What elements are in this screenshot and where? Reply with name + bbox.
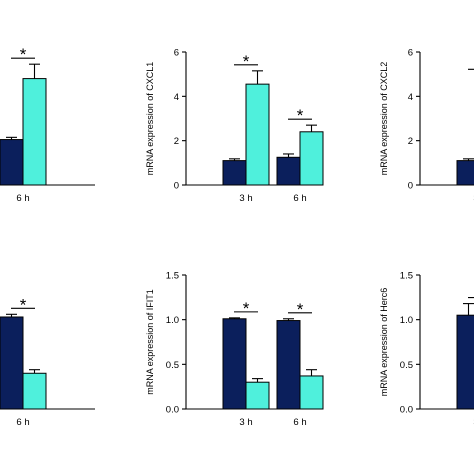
panel-ifit1: 0.0 0.5 1.0 1.5 mRNA expression of IFIT1 3 h *… xyxy=(145,271,324,428)
significance-star: * xyxy=(243,299,250,318)
y-tick-label: 1.5 xyxy=(400,271,413,282)
y-axis-label: mRNA expression of IFIT1 xyxy=(145,289,155,395)
panel-left-top: 6 h * xyxy=(0,45,95,204)
y-tick-label: 0.5 xyxy=(166,360,179,371)
x-category-label: 6 h xyxy=(293,193,306,204)
charts-group: 6 h * 0 2 4 6 mRNA expression of CXCL1 3 h * 6 h *… xyxy=(0,45,474,428)
y-tick-label: 0 xyxy=(408,181,413,192)
bar-control xyxy=(456,160,474,186)
bar-control xyxy=(0,316,24,410)
x-category-label: 3 h xyxy=(239,193,252,204)
y-tick-label: 4 xyxy=(174,92,179,103)
bar-control xyxy=(276,320,301,410)
bar-treated xyxy=(245,381,270,410)
y-axis-label: mRNA expression of CXCL1 xyxy=(145,62,155,176)
y-tick-label: 2 xyxy=(174,136,179,147)
bar-control xyxy=(456,314,474,410)
bar-treated xyxy=(22,372,47,410)
x-category-label: 3 h xyxy=(239,417,252,428)
x-category-label: 6 h xyxy=(293,417,306,428)
y-tick-label: 1.0 xyxy=(166,315,179,326)
y-tick-label: 0.0 xyxy=(400,405,413,416)
significance-star: * xyxy=(20,45,27,64)
bar-control xyxy=(222,318,247,410)
y-tick-label: 1.5 xyxy=(166,271,179,282)
bar-control xyxy=(222,160,247,186)
y-tick-label: 6 xyxy=(174,48,179,59)
significance-star: * xyxy=(297,106,304,125)
bar-treated xyxy=(299,131,324,186)
x-category-label: 6 h xyxy=(16,417,29,428)
panel-cxcl1: 0 2 4 6 mRNA expression of CXCL1 3 h * 6 h * xyxy=(145,48,324,204)
x-category-label: 6 h xyxy=(16,193,29,204)
y-tick-label: 0.0 xyxy=(166,405,179,416)
bar-treated xyxy=(299,375,324,410)
y-tick-label: 1.0 xyxy=(400,315,413,326)
bar-treated xyxy=(245,83,270,186)
y-tick-label: 2 xyxy=(408,136,413,147)
y-tick-label: 4 xyxy=(408,92,413,103)
y-axis-label: mRNA expression of CXCL2 xyxy=(379,62,389,176)
significance-star: * xyxy=(243,52,250,71)
bar-control xyxy=(0,139,24,186)
y-tick-label: 6 xyxy=(408,48,413,59)
y-tick-label: 0.5 xyxy=(400,360,413,371)
significance-star: * xyxy=(297,300,304,319)
y-axis-label: mRNA expression of Herc6 xyxy=(379,288,389,397)
panel-left-bottom: 6 h * xyxy=(0,295,95,428)
bar-control xyxy=(276,156,301,186)
y-tick-label: 0 xyxy=(174,181,179,192)
significance-star: * xyxy=(20,295,27,314)
bar-treated xyxy=(22,78,47,186)
